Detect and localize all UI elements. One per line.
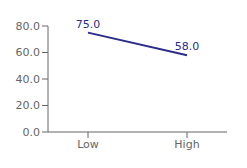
svg-text:High: High xyxy=(174,138,199,151)
svg-text:75.0: 75.0 xyxy=(76,18,101,31)
svg-text:58.0: 58.0 xyxy=(175,40,200,53)
svg-text:20.0: 20.0 xyxy=(16,99,41,112)
svg-text:80.0: 80.0 xyxy=(16,20,41,33)
svg-text:Low: Low xyxy=(77,138,99,151)
svg-text:40.0: 40.0 xyxy=(16,73,41,86)
svg-text:60.0: 60.0 xyxy=(16,46,41,59)
svg-text:0.0: 0.0 xyxy=(23,126,41,139)
